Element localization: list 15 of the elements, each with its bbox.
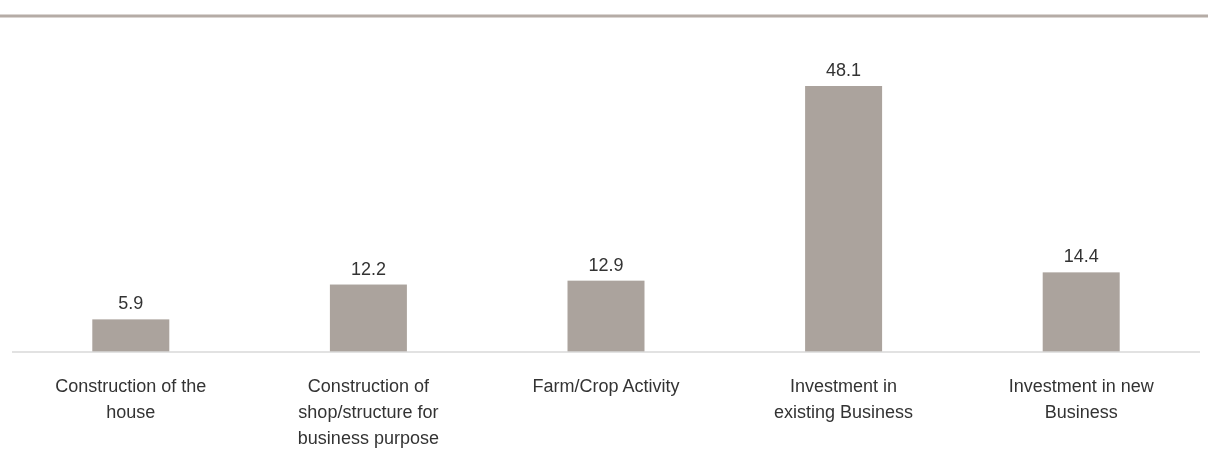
x-tick-label: Investment in existing Business	[774, 376, 914, 422]
bar	[567, 280, 645, 352]
x-tick-label: Farm/Crop Activity	[532, 376, 680, 396]
x-tick-label: Investment in new Business	[1008, 376, 1155, 422]
data-label: 14.4	[1063, 246, 1099, 267]
data-label: 5.9	[118, 293, 144, 314]
data-label: 48.1	[826, 60, 862, 80]
bar	[1042, 272, 1120, 352]
data-label: 12.2	[350, 258, 386, 279]
x-tick-label: Construction of the house	[55, 376, 207, 422]
bar	[92, 319, 170, 352]
bar	[805, 86, 883, 352]
bar	[329, 284, 407, 352]
x-tick-label: Construction of shop/structure for business purpose	[297, 376, 439, 448]
data-label: 12.9	[588, 254, 624, 275]
